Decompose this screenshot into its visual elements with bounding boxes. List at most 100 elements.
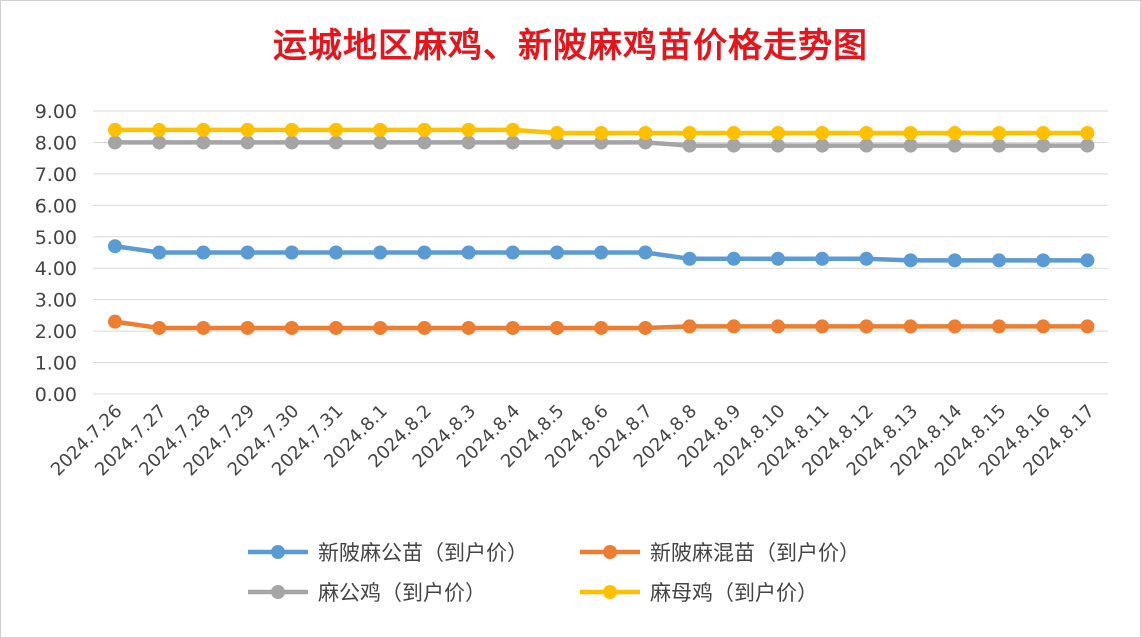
data-point [1036, 126, 1051, 141]
legend-item: 麻母鸡（到户价） [580, 581, 818, 605]
data-point [947, 126, 962, 141]
y-tick-label: 5.00 [35, 227, 77, 249]
legend-label: 麻母鸡（到户价） [650, 581, 818, 605]
data-point [903, 138, 918, 153]
data-point [992, 138, 1006, 153]
data-point [284, 135, 299, 150]
data-point [638, 126, 653, 141]
data-point [859, 138, 874, 153]
legend-item: 新陂麻公苗（到户价） [248, 541, 528, 565]
data-point [594, 320, 609, 335]
data-point [284, 245, 299, 260]
data-point [240, 135, 255, 150]
x-axis-ticks: 2024.7.262024.7.272024.7.282024.7.292024… [47, 401, 1099, 481]
data-point [726, 319, 741, 334]
data-point [108, 239, 122, 254]
data-point [417, 122, 432, 137]
legend-swatch-marker [271, 545, 285, 559]
data-point [196, 245, 211, 260]
data-point [992, 126, 1006, 141]
legend-swatch-marker [271, 585, 285, 599]
data-point [859, 126, 874, 141]
data-point [108, 314, 122, 329]
legend-item: 麻公鸡（到户价） [248, 581, 486, 605]
data-point [461, 122, 476, 137]
data-point [196, 135, 211, 150]
data-point [329, 122, 343, 137]
data-point [152, 122, 167, 137]
y-tick-label: 2.00 [35, 321, 77, 343]
data-point [903, 126, 918, 141]
data-point [992, 319, 1006, 334]
data-point [417, 320, 432, 335]
data-point [771, 126, 785, 141]
data-point [240, 122, 255, 137]
data-point [815, 126, 830, 141]
data-point [771, 319, 785, 334]
y-tick-label: 7.00 [35, 164, 77, 186]
data-point [108, 135, 122, 150]
legend: 新陂麻公苗（到户价） 新陂麻混苗（到户价） 麻公鸡（到户价） 麻母鸡（到户价） [248, 541, 860, 605]
data-point [947, 319, 962, 334]
data-point [771, 251, 785, 266]
data-point [329, 320, 343, 335]
data-point [417, 135, 432, 150]
data-point [594, 245, 609, 260]
y-tick-label: 6.00 [35, 195, 77, 217]
data-point [638, 245, 653, 260]
data-point [550, 245, 564, 260]
data-point [417, 245, 432, 260]
y-tick-label: 9.00 [35, 101, 77, 123]
data-point [329, 135, 343, 150]
y-tick-label: 4.00 [35, 258, 77, 280]
data-point [1080, 319, 1095, 334]
data-point [859, 251, 874, 266]
data-point [1036, 253, 1051, 268]
data-point [815, 251, 830, 266]
series-lines [108, 122, 1095, 335]
data-point [373, 320, 388, 335]
data-point [1036, 138, 1051, 153]
data-point [682, 138, 697, 153]
data-point [505, 245, 520, 260]
data-point [947, 253, 962, 268]
data-point [1080, 253, 1095, 268]
data-point [461, 135, 476, 150]
series-1 [108, 239, 1095, 268]
data-point [152, 320, 167, 335]
y-axis-ticks: 0.00 1.00 2.00 3.00 4.00 5.00 6.00 7.00 8.00 9.00 [35, 101, 77, 406]
series-4 [108, 122, 1095, 141]
data-point [505, 320, 520, 335]
legend-swatch-marker [603, 545, 617, 559]
series-3 [108, 135, 1095, 153]
data-point [815, 319, 830, 334]
data-point [461, 320, 476, 335]
legend-label: 新陂麻公苗（到户价） [318, 541, 528, 565]
y-tick-label: 3.00 [35, 290, 77, 312]
series-2 [108, 314, 1095, 335]
legend-label: 麻公鸡（到户价） [318, 581, 486, 605]
data-point [373, 135, 388, 150]
data-point [992, 253, 1006, 268]
data-point [461, 245, 476, 260]
data-point [505, 122, 520, 137]
data-point [947, 138, 962, 153]
data-point [638, 320, 653, 335]
data-point [196, 122, 211, 137]
data-point [240, 245, 255, 260]
data-point [726, 251, 741, 266]
data-point [682, 126, 697, 141]
chart-title: 运城地区麻鸡、新陂麻鸡苗价格走势图 [273, 26, 868, 66]
data-point [329, 245, 343, 260]
data-point [505, 135, 520, 150]
data-point [373, 122, 388, 137]
data-point [859, 319, 874, 334]
data-point [240, 320, 255, 335]
data-point [594, 126, 609, 141]
data-point [726, 138, 741, 153]
data-point [550, 320, 564, 335]
data-point [903, 253, 918, 268]
y-tick-label: 8.00 [35, 132, 77, 154]
